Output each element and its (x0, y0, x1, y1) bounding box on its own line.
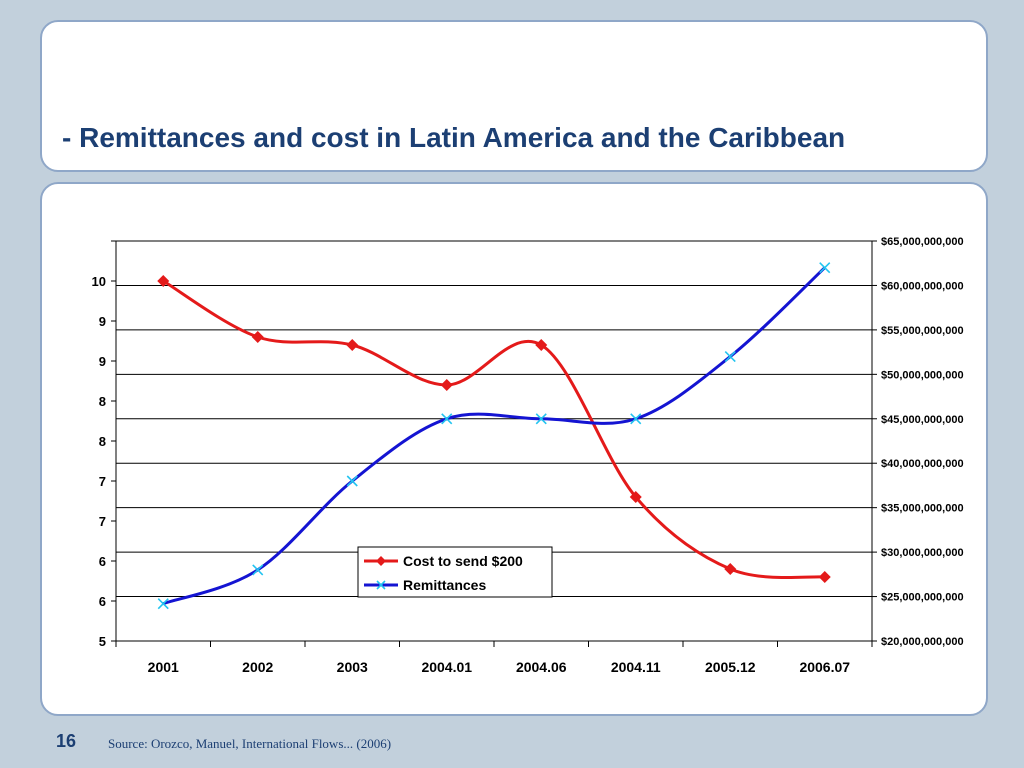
left-axis-tick-label: 7 (99, 474, 106, 489)
legend-label: Cost to send $200 (403, 553, 523, 569)
left-axis-tick-label: 8 (99, 394, 106, 409)
left-axis-tick-label: 8 (99, 434, 106, 449)
right-axis-tick-label: $55,000,000,000 (881, 325, 964, 337)
line-chart: $20,000,000,000 $25,000,000,000 $30,000,00… (92, 236, 964, 675)
remittances-point (630, 413, 642, 425)
x-axis-tick-label: 2005.12 (705, 659, 756, 675)
axes: $20,000,000,000 $25,000,000,000 $30,000,00… (92, 236, 964, 675)
remittances-point (157, 598, 169, 610)
x-axis-tick-label: 2006.07 (799, 659, 850, 675)
cost-to-send-200-point (440, 379, 453, 391)
remittances-point (535, 413, 547, 425)
cost-to-send-200-point (629, 491, 642, 503)
x-axis-tick-label: 2004.11 (611, 659, 661, 675)
right-axis-tick-label: $65,000,000,000 (881, 236, 964, 248)
legend: Cost to send $200 Remittances (357, 546, 553, 598)
remittances-point (252, 564, 264, 576)
left-axis-tick-label: 9 (99, 314, 106, 329)
right-axis-tick-label: $20,000,000,000 (881, 636, 964, 648)
x-axis-tick-label: 2004.01 (421, 659, 472, 675)
cost-to-send-200-line (162, 279, 825, 579)
legend-label: Remittances (403, 577, 486, 593)
right-axis-tick-label: $50,000,000,000 (881, 369, 964, 381)
left-axis-tick-label: 10 (92, 274, 106, 289)
x-axis-tick-label: 2003 (337, 659, 368, 675)
remittances-point (346, 475, 358, 487)
cost-to-send-200-point (818, 571, 831, 583)
remittances-point (819, 262, 831, 274)
right-axis-tick-label: $35,000,000,000 (881, 503, 964, 515)
left-axis-tick-label: 7 (99, 514, 106, 529)
legend-marker (376, 580, 386, 590)
cost-to-send-200-point (251, 331, 264, 343)
title-panel: - Remittances and cost in Latin America … (40, 20, 988, 172)
right-axis-tick-label: $30,000,000,000 (881, 547, 964, 559)
cost-to-send-200-point (157, 275, 170, 287)
left-axis-tick-label: 6 (99, 554, 106, 569)
left-axis-tick-label: 9 (99, 354, 106, 369)
right-axis-tick-label: $25,000,000,000 (881, 592, 964, 604)
right-axis-tick-label: $45,000,000,000 (881, 414, 964, 426)
cost-to-send-200-point (724, 563, 737, 575)
left-axis-tick-label: 6 (99, 594, 106, 609)
cost-to-send-200-point (535, 339, 548, 351)
x-axis-tick-label: 2002 (242, 659, 273, 675)
right-axis-tick-label: $40,000,000,000 (881, 458, 964, 470)
x-axis-tick-label: 2004.06 (516, 659, 567, 675)
slide-title: - Remittances and cost in Latin America … (62, 122, 846, 153)
remittances-point (724, 350, 736, 363)
left-axis-tick-label: 5 (99, 634, 106, 649)
series (157, 262, 831, 610)
source-note: Source: Orozco, Manuel, International Fl… (108, 736, 392, 751)
right-axis-tick-label: $60,000,000,000 (881, 280, 964, 292)
chart-panel: $20,000,000,000 $25,000,000,000 $30,000,00… (40, 182, 988, 716)
cost-to-send-200-point (346, 339, 359, 351)
x-axis-tick-label: 2001 (148, 659, 179, 675)
gridlines (116, 240, 872, 642)
legend-marker (376, 556, 386, 566)
legend-box (357, 546, 553, 598)
remittances-point (441, 413, 453, 425)
page-number: 16 (56, 731, 77, 751)
